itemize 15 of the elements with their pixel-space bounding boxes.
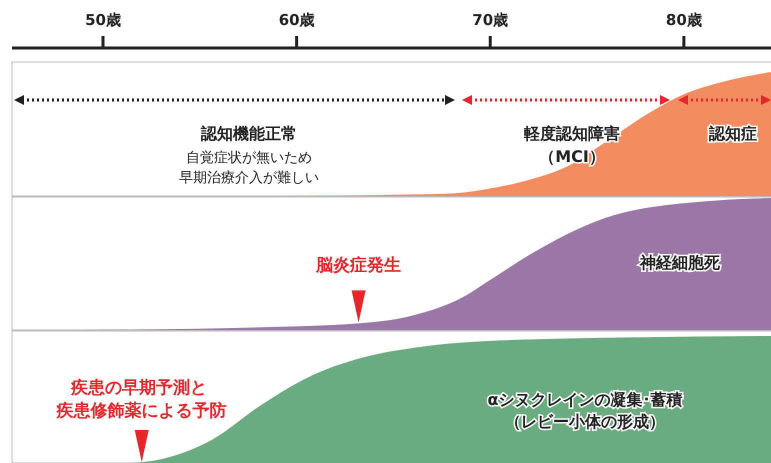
series-label: αシヌクレインの凝集･蓄積（レビー小体の形成） bbox=[488, 390, 682, 431]
series-label: 神経細胞死 bbox=[639, 253, 721, 272]
annotation: 脳炎症発生 bbox=[315, 255, 402, 276]
annotation: 疾患の早期予測と bbox=[70, 378, 207, 398]
annotation: 認知症 bbox=[708, 124, 757, 143]
x-tick-label: 50歳 bbox=[85, 11, 121, 29]
x-tick-label: 60歳 bbox=[278, 11, 315, 29]
x-tick-label: 70歳 bbox=[472, 11, 508, 29]
annotation: 疾患修飾薬による予防 bbox=[56, 401, 227, 421]
annotation: 軽度認知障害 bbox=[523, 124, 620, 143]
x-tick-label: 80歳 bbox=[666, 11, 702, 29]
annotation: （MCI） bbox=[539, 147, 605, 166]
annotation: 早期治療介入が難しい bbox=[179, 170, 319, 186]
annotation: 自覚症状が無いため bbox=[186, 150, 312, 166]
annotation: 認知機能正常 bbox=[200, 124, 297, 143]
